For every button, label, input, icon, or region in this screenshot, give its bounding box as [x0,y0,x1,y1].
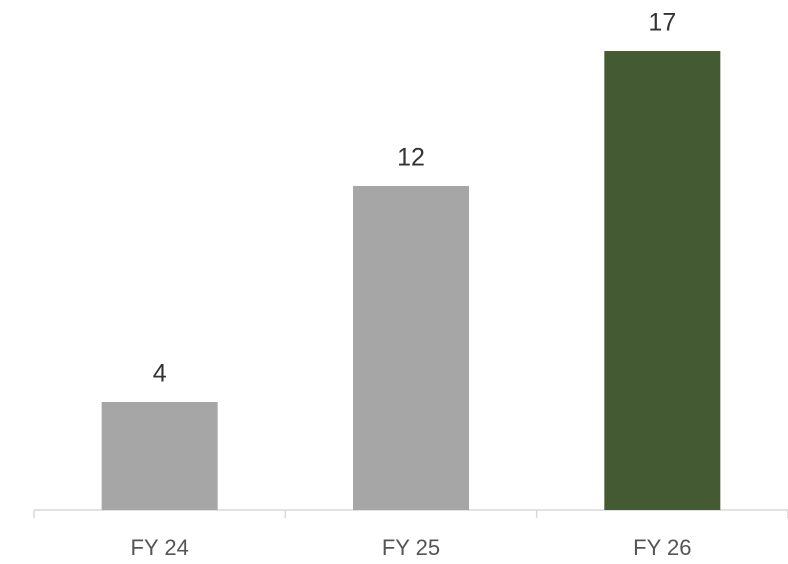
x-tick-label: FY 26 [633,535,691,560]
bar [353,186,469,510]
x-tick-label: FY 25 [382,535,440,560]
bar [101,402,218,510]
x-tick-label: FY 24 [131,535,189,560]
bar [604,51,721,510]
data-label: 12 [397,144,425,172]
data-label: 4 [153,360,167,388]
data-label: 17 [648,9,676,37]
